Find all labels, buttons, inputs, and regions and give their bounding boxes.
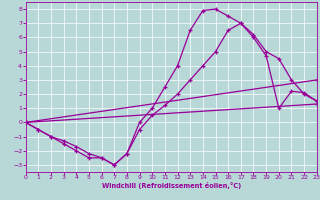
X-axis label: Windchill (Refroidissement éolien,°C): Windchill (Refroidissement éolien,°C) [101, 182, 241, 189]
